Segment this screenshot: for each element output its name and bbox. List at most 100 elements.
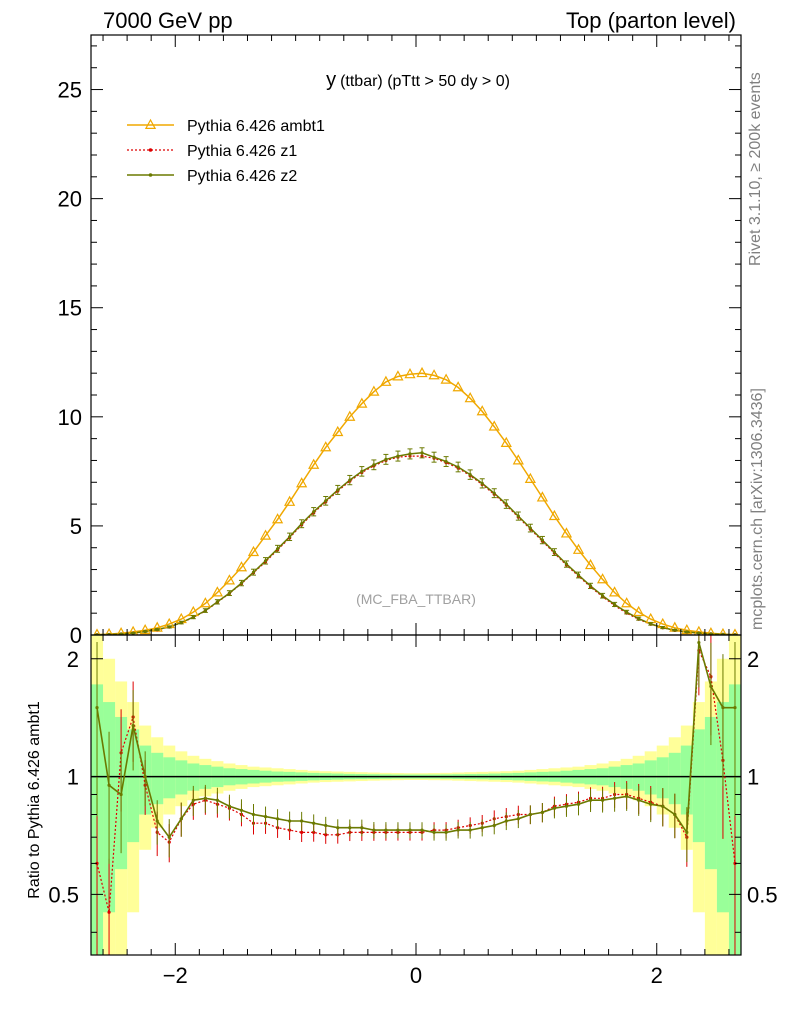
marker-ambt1 <box>719 627 727 635</box>
ratio-point-z2 <box>480 826 484 830</box>
ratio-point-z2 <box>360 826 364 830</box>
marker-ambt1 <box>211 586 224 597</box>
marker-z2 <box>288 535 292 539</box>
marker-z2 <box>396 454 400 458</box>
ratio-point-z2 <box>131 723 135 728</box>
marker-z2 <box>709 632 713 635</box>
ratio-point-z2 <box>564 804 569 808</box>
ratio-point-z2 <box>492 823 496 828</box>
ratio-point-z1 <box>733 861 737 865</box>
marker-z2 <box>119 632 123 635</box>
marker-z2 <box>673 628 677 632</box>
ratio-point-z2 <box>300 819 304 823</box>
ratio-point-z2 <box>576 802 581 806</box>
marker-ambt1 <box>548 509 561 521</box>
ratio-point-z2 <box>167 835 171 839</box>
marker-ambt1 <box>93 628 101 635</box>
marker-z2 <box>600 594 605 598</box>
ratio-point-z2 <box>516 817 520 821</box>
marker-ambt1 <box>560 527 573 538</box>
marker-ambt1 <box>572 543 585 554</box>
ratio-point-z2 <box>697 640 701 645</box>
marker-z2 <box>348 478 352 482</box>
marker-z2 <box>227 591 232 595</box>
legend-marker-ambt1 <box>144 118 157 129</box>
ratio-point-z2 <box>432 830 436 835</box>
marker-z2 <box>492 491 496 495</box>
green-band-bin <box>127 729 140 843</box>
marker-z2 <box>312 510 316 514</box>
ratio-point-z2 <box>239 808 244 812</box>
marker-ambt1 <box>464 392 476 403</box>
marker-ambt1 <box>356 397 368 408</box>
main-plot-area <box>93 366 739 635</box>
legend-marker-z1 <box>148 148 153 152</box>
ratio-point-z2 <box>203 796 207 800</box>
ratio-point-z2 <box>191 798 195 802</box>
ratio-point-z2 <box>420 828 424 832</box>
marker-z2 <box>131 631 135 635</box>
marker-z2 <box>661 625 665 630</box>
marker-z2 <box>263 559 268 563</box>
ratio-point-z2 <box>456 828 460 832</box>
ratio-y-tick-label: 0.5 <box>48 882 79 907</box>
ratio-point-z2 <box>468 828 472 832</box>
watermark: (MC_FBA_TTBAR) <box>356 591 476 607</box>
green-band-bin <box>692 729 705 843</box>
ratio-point-z2 <box>673 812 677 817</box>
ratio-point-z1 <box>324 833 328 837</box>
marker-ambt1 <box>392 370 404 381</box>
ratio-point-z2 <box>540 810 544 814</box>
ratio-point-z2 <box>709 684 713 688</box>
marker-z2 <box>588 584 593 588</box>
marker-z2 <box>360 469 364 473</box>
line-ambt1 <box>96 372 736 635</box>
marker-z2 <box>540 538 544 542</box>
ratio-point-z2 <box>312 821 316 825</box>
marker-z2 <box>685 630 689 634</box>
ratio-line-z2 <box>96 642 735 839</box>
ratio-point-z2 <box>408 828 412 832</box>
ratio-point-z2 <box>107 783 111 787</box>
marker-ambt1 <box>706 627 716 635</box>
marker-ambt1 <box>105 627 113 635</box>
x-tick-label: 0 <box>410 963 422 988</box>
ratio-point-z2 <box>348 826 352 830</box>
marker-z2 <box>275 547 280 551</box>
marker-z2 <box>420 451 424 455</box>
marker-z2 <box>552 550 557 554</box>
marker-z2 <box>480 481 484 485</box>
ratio-point-z2 <box>504 819 508 823</box>
marker-ambt1 <box>128 625 139 635</box>
marker-z2 <box>625 610 629 614</box>
ratio-point-z2 <box>179 817 183 821</box>
marker-ambt1 <box>633 605 645 617</box>
marker-z2 <box>528 526 532 530</box>
marker-z2 <box>179 620 183 625</box>
x-tick-label: −2 <box>163 963 188 988</box>
marker-z2 <box>324 499 328 503</box>
marker-z2 <box>408 452 412 456</box>
marker-z2 <box>384 457 388 461</box>
line-z2 <box>96 452 736 635</box>
ratio-point-z2 <box>155 819 159 823</box>
marker-z2 <box>613 602 617 607</box>
header-left: 7000 GeV pp <box>103 8 233 33</box>
ratio-point-z2 <box>661 804 665 808</box>
ratio-point-z2 <box>721 706 725 710</box>
plot-title-main: y <box>326 69 336 91</box>
ratio-y-tick-label-right: 1 <box>747 765 759 790</box>
ratio-point-z2 <box>637 798 641 802</box>
legend-label-ambt1: Pythia 6.426 ambt1 <box>187 118 325 135</box>
marker-z2 <box>468 473 472 477</box>
green-band-bin <box>644 760 657 795</box>
ratio-point-z2 <box>275 817 280 821</box>
marker-z2 <box>300 522 304 526</box>
ratio-point-z2 <box>685 830 689 835</box>
marker-ambt1 <box>116 627 126 635</box>
marker-z2 <box>215 600 219 604</box>
marker-ambt1 <box>223 574 236 585</box>
marker-z2 <box>456 465 460 469</box>
marker-ambt1 <box>476 405 488 416</box>
